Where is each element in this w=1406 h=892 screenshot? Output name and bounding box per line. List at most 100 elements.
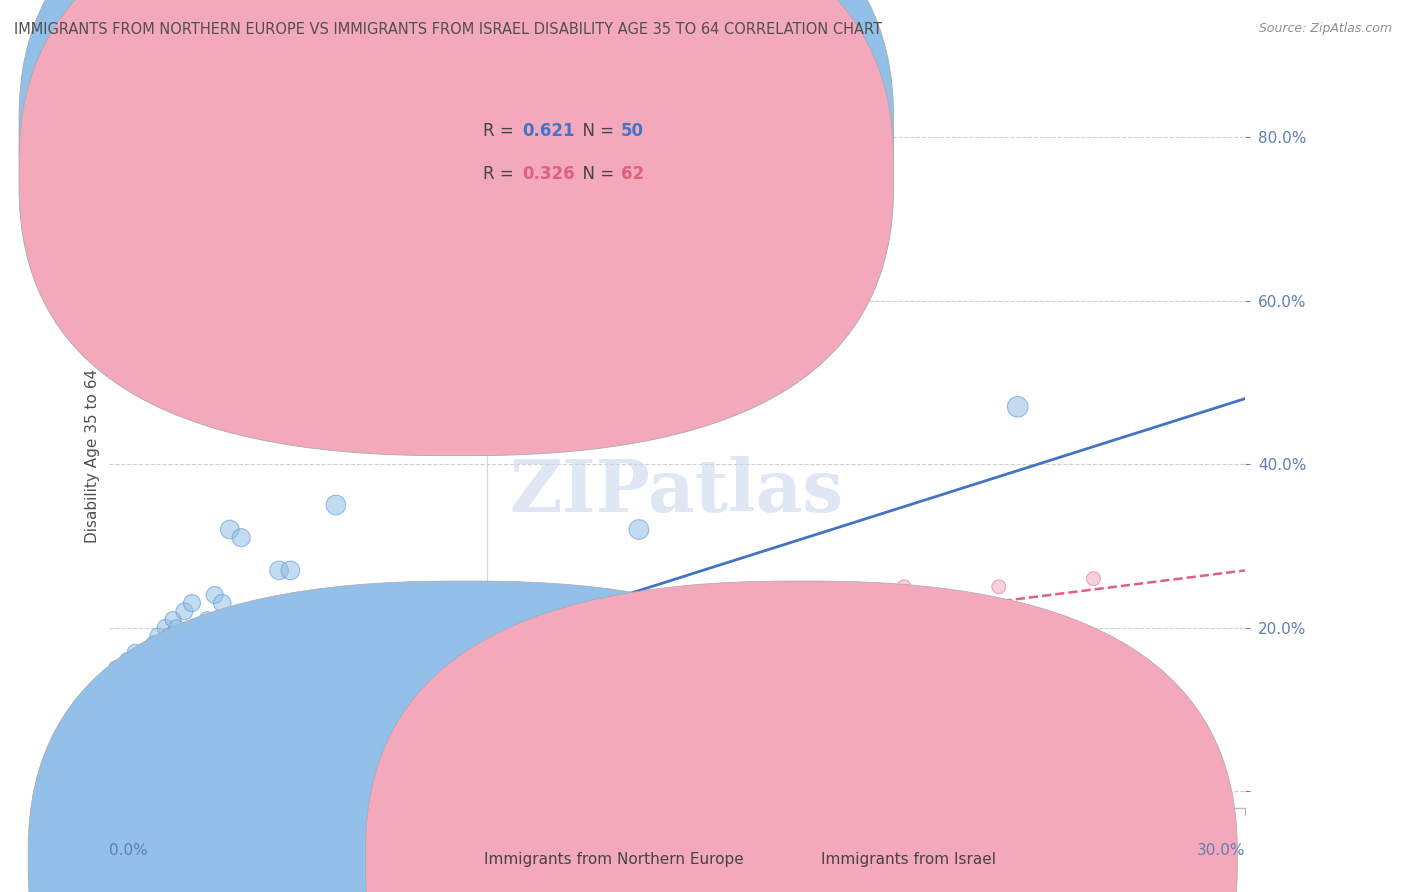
Point [128,702,150,716]
Point [166,662,188,676]
Y-axis label: Disability Age 35 to 64: Disability Age 35 to 64 [86,369,100,543]
Point [143,653,166,667]
Text: 0.621: 0.621 [523,122,575,140]
Text: N =: N = [572,165,619,183]
Point [135,645,157,659]
Text: 62: 62 [621,165,644,183]
Point [108,678,131,692]
Point [195,653,218,667]
Point [135,653,157,667]
Point [294,645,316,659]
Point [105,743,128,757]
Point [139,670,162,684]
Point [143,637,166,651]
Text: 30.0%: 30.0% [1197,843,1244,858]
Point [108,686,131,700]
Point [256,653,278,667]
Point [117,735,139,749]
Point [146,629,169,643]
Point [987,580,1010,594]
Point [533,277,555,292]
Text: N =: N = [572,122,619,140]
Point [117,653,139,667]
Point [157,662,180,676]
Point [169,645,191,659]
Point [439,637,461,651]
Text: Immigrants from Northern Europe: Immigrants from Northern Europe [484,852,744,867]
Point [112,670,135,684]
Point [150,686,173,700]
Point [135,694,157,708]
Point [155,621,177,635]
Point [124,686,146,700]
Point [195,612,218,626]
Point [124,653,146,667]
Point [150,645,173,659]
Point [120,711,142,725]
Text: 0.326: 0.326 [523,165,575,183]
Point [231,743,253,757]
Point [128,662,150,676]
Point [132,678,155,692]
Point [105,719,128,733]
Point [204,588,226,602]
Point [101,751,124,765]
Point [117,686,139,700]
Point [162,653,184,667]
Point [343,702,366,716]
Point [401,621,423,635]
Point [173,653,195,667]
Text: IMMIGRANTS FROM NORTHERN EUROPE VS IMMIGRANTS FROM ISRAEL DISABILITY AGE 35 TO 6: IMMIGRANTS FROM NORTHERN EUROPE VS IMMIG… [14,22,882,37]
Point [108,711,131,725]
Point [108,711,131,725]
Point [1007,400,1029,414]
Point [211,653,233,667]
Point [401,653,423,667]
Point [101,678,124,692]
Point [439,629,461,643]
Point [173,604,195,618]
Point [117,719,139,733]
Point [108,735,131,749]
Point [139,702,162,716]
Point [132,653,155,667]
Point [112,670,135,684]
Text: ZIPatlas: ZIPatlas [510,456,844,526]
Point [477,604,499,618]
Point [325,653,347,667]
Point [117,686,139,700]
Point [495,400,517,414]
Point [162,612,184,626]
Point [112,694,135,708]
Point [128,670,150,684]
Point [893,580,915,594]
Text: Source: ZipAtlas.com: Source: ZipAtlas.com [1258,22,1392,36]
Point [101,702,124,716]
Point [363,645,385,659]
Point [627,645,650,659]
Point [155,670,177,684]
Text: 0.0%: 0.0% [108,843,148,858]
Point [188,621,211,635]
Point [553,637,575,651]
Point [143,686,166,700]
Point [124,678,146,692]
Point [146,645,169,659]
Point [204,662,226,676]
Point [280,563,302,577]
Point [181,596,204,610]
Point [112,702,135,716]
Point [256,612,278,626]
Point [325,498,347,512]
Point [157,629,180,643]
Point [105,662,128,676]
Text: 50: 50 [621,122,644,140]
Point [231,531,253,545]
Text: Immigrants from Israel: Immigrants from Israel [821,852,995,867]
Point [627,523,650,537]
Point [124,719,146,733]
Point [305,612,328,626]
Point [779,277,801,292]
Point [271,662,294,676]
Text: R =: R = [484,165,519,183]
